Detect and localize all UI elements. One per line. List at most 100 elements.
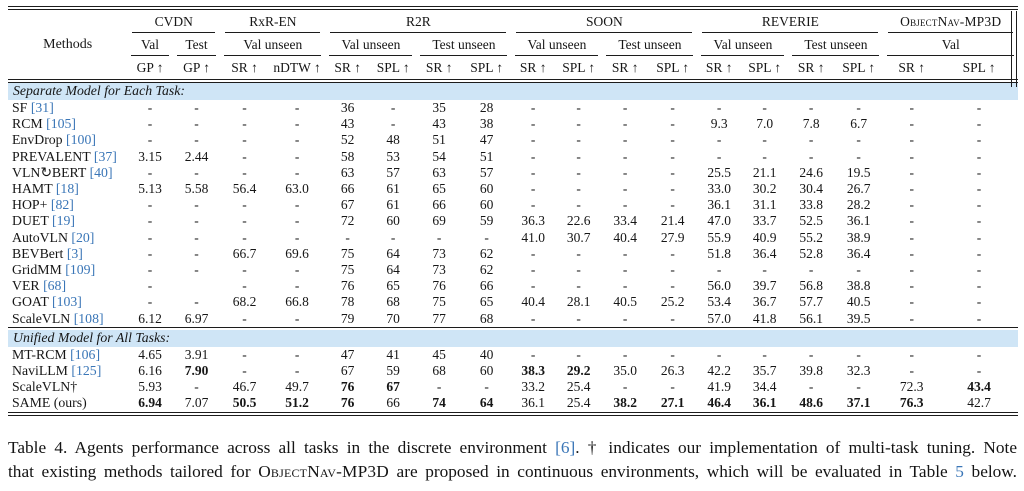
method-cell: PREVALENT [37] [8,149,127,165]
value-cell: 9.3 [710,116,728,132]
value-cell: 36.4 [752,245,777,261]
col-split-test: Test [172,33,221,56]
citation-link[interactable]: [109] [65,262,96,278]
table-body: Separate Model for Each Task: SF [31] - - - -… [8,82,1018,416]
value-cell: 36 [340,100,355,115]
value-cell: - [808,346,814,362]
section-title: Unified Model for All Tasks: [8,329,1018,347]
value-cell: - [390,116,396,132]
value-cell: 67 [340,363,355,379]
value-cell: - [762,100,767,115]
table-row: DUET [19] - - - - 72 60 69 59 36.3 22.6 33.4 21.4 47.… [8,213,1018,229]
method-name: NaviLLM [12,363,68,379]
value-cell: 76.3 [899,395,924,411]
value-cell: - [242,197,247,213]
citation-link[interactable]: [6] [555,438,576,457]
method-cell: VER [68] [8,278,127,294]
citation-link[interactable]: [100] [66,132,96,148]
value-cell: - [909,262,914,278]
method-name: GOAT [12,294,49,310]
method-cell: SF [31] [8,100,127,116]
value-cell: - [670,116,675,132]
value-cell: - [294,310,300,326]
value-cell: - [576,310,581,326]
citation-link[interactable]: [106] [70,346,101,362]
value-cell: 6.7 [850,116,868,132]
value-cell: 38.2 [613,395,637,411]
value-cell: 40.5 [846,294,871,310]
value-cell: 21.4 [660,213,685,229]
value-cell: 37.1 [846,395,871,411]
header-group-row: Methods CVDN RxR-EN R2R SOON REVERIE ObjectNav… [8,9,1018,52]
value-cell: - [909,116,914,132]
value-cell: 35.7 [752,363,777,379]
citation-link[interactable]: [31] [30,100,54,115]
method-cell: DUET [19] [8,213,127,229]
citation-link[interactable]: [19] [52,213,75,229]
value-cell: 68 [432,363,446,379]
value-cell: - [856,100,861,115]
value-cell: 51 [479,148,494,164]
value-cell: 41 [386,346,400,362]
col-metric-sr: SR ↑ [705,60,733,75]
value-cell: 47 [479,132,494,148]
value-cell: 39.5 [846,310,871,326]
section-divider-rule-line [8,326,1018,330]
value-cell: - [390,229,396,245]
value-cell: 6.94 [138,395,162,411]
caption-text: that existing methods tailored for [8,461,259,481]
value-cell: 38.3 [521,363,545,379]
table-caption: Table 4. Agents performance across all t… [8,436,1017,483]
citation-link[interactable]: [108] [73,310,104,326]
citation-link[interactable]: [125] [71,363,102,379]
value-cell: - [856,132,861,148]
value-cell: - [976,181,982,197]
citation-link[interactable]: [3] [66,245,83,261]
col-metric-sr: SR ↑ [425,60,453,75]
value-cell: - [530,197,536,213]
value-cell: 7.0 [756,116,774,132]
value-cell: - [194,100,199,115]
table-row: HAMT [18] 5.13 5.58 56.4 63.0 66 61 65 60 - - - - 33.… [8,181,1018,197]
value-cell: 41.0 [521,229,545,245]
citation-link[interactable]: 5 [955,461,964,481]
value-cell: 5.13 [138,181,162,197]
value-cell: - [530,100,536,115]
citation-link[interactable]: [68] [43,278,67,294]
value-cell: 25.4 [566,395,591,411]
value-cell: 43.4 [967,379,991,395]
value-cell: - [762,346,767,362]
col-metric-ndtw: nDTW ↑ [273,60,321,75]
col-metric-spl: SPL ↑ [748,60,782,75]
value-cell: - [294,262,300,278]
value-cell: - [147,294,153,310]
citation-link[interactable]: [20] [71,229,95,245]
value-cell: 40.5 [613,294,637,310]
value-cell: - [622,197,628,213]
table-row: ScaleVLN† 5.93 - 46.7 49.7 76 67 - - 33.2 25.4 - - 41… [8,379,1018,395]
citation-link[interactable]: [40] [89,164,113,180]
value-cell: - [194,229,199,245]
value-cell: - [147,262,153,278]
value-cell: - [622,132,628,148]
method-cell: SAME (ours) [8,395,127,412]
citation-link[interactable]: [103] [52,294,82,310]
value-cell: - [242,262,247,278]
citation-link[interactable]: [37] [93,148,117,164]
value-cell: - [242,278,247,294]
value-cell: - [808,262,814,278]
value-cell: - [530,262,536,278]
value-cell: 34.4 [752,379,777,395]
citation-link[interactable]: [105] [46,116,77,132]
value-cell: 40 [479,346,494,362]
table-row: SAME (ours) 6.94 7.07 50.5 51.2 76 66 74 64 36.1 2… [8,395,1018,412]
value-cell: 73 [432,262,446,278]
citation-link[interactable]: [18] [55,181,79,197]
value-cell: 78 [340,294,355,310]
value-cell: 40.9 [752,229,777,245]
value-cell: - [390,100,396,115]
value-cell: - [345,229,350,245]
citation-link[interactable]: [82] [50,197,74,213]
table-row: VLN↻BERT [40] - - - - 63 57 63 57 - - - - 25.5 21.1 24.… [8,165,1018,181]
